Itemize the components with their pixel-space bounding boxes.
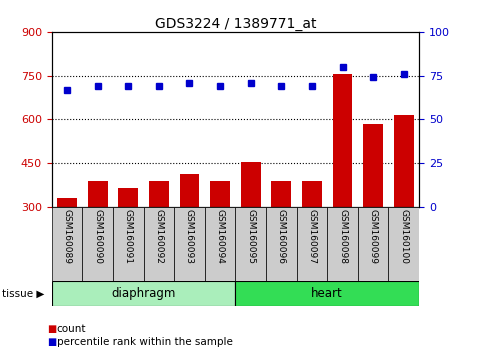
Text: tissue ▶: tissue ▶ xyxy=(2,289,45,299)
Bar xyxy=(236,281,419,306)
Bar xyxy=(82,207,113,281)
Bar xyxy=(143,207,174,281)
Text: GSM160096: GSM160096 xyxy=(277,209,286,264)
Text: diaphragm: diaphragm xyxy=(111,287,176,300)
Text: GSM160092: GSM160092 xyxy=(154,209,163,264)
Bar xyxy=(205,207,236,281)
Bar xyxy=(388,207,419,281)
Bar xyxy=(174,207,205,281)
Bar xyxy=(210,181,230,295)
Bar xyxy=(333,74,352,295)
Text: GSM160093: GSM160093 xyxy=(185,209,194,264)
Bar xyxy=(241,162,261,295)
Text: GSM160095: GSM160095 xyxy=(246,209,255,264)
Text: percentile rank within the sample: percentile rank within the sample xyxy=(57,337,233,347)
Bar xyxy=(271,181,291,295)
Text: heart: heart xyxy=(312,287,343,300)
Text: GSM160089: GSM160089 xyxy=(63,209,71,264)
Bar xyxy=(113,207,143,281)
Text: GSM160097: GSM160097 xyxy=(308,209,317,264)
Text: GSM160100: GSM160100 xyxy=(399,209,408,264)
Bar xyxy=(358,207,388,281)
Text: count: count xyxy=(57,324,86,333)
Bar xyxy=(394,115,414,295)
Text: ■: ■ xyxy=(47,324,56,333)
Bar xyxy=(179,173,200,295)
Text: ■: ■ xyxy=(47,337,56,347)
Bar xyxy=(266,207,297,281)
Bar xyxy=(52,281,236,306)
Text: GSM160091: GSM160091 xyxy=(124,209,133,264)
Bar xyxy=(297,207,327,281)
Bar xyxy=(149,181,169,295)
Bar xyxy=(88,181,107,295)
Bar xyxy=(327,207,358,281)
Bar xyxy=(118,188,138,295)
Bar xyxy=(52,207,82,281)
Title: GDS3224 / 1389771_at: GDS3224 / 1389771_at xyxy=(155,17,316,31)
Bar xyxy=(57,198,77,295)
Bar xyxy=(236,207,266,281)
Bar xyxy=(302,181,322,295)
Text: GSM160099: GSM160099 xyxy=(369,209,378,264)
Bar xyxy=(363,124,383,295)
Text: GSM160094: GSM160094 xyxy=(215,209,225,264)
Text: GSM160090: GSM160090 xyxy=(93,209,102,264)
Text: GSM160098: GSM160098 xyxy=(338,209,347,264)
